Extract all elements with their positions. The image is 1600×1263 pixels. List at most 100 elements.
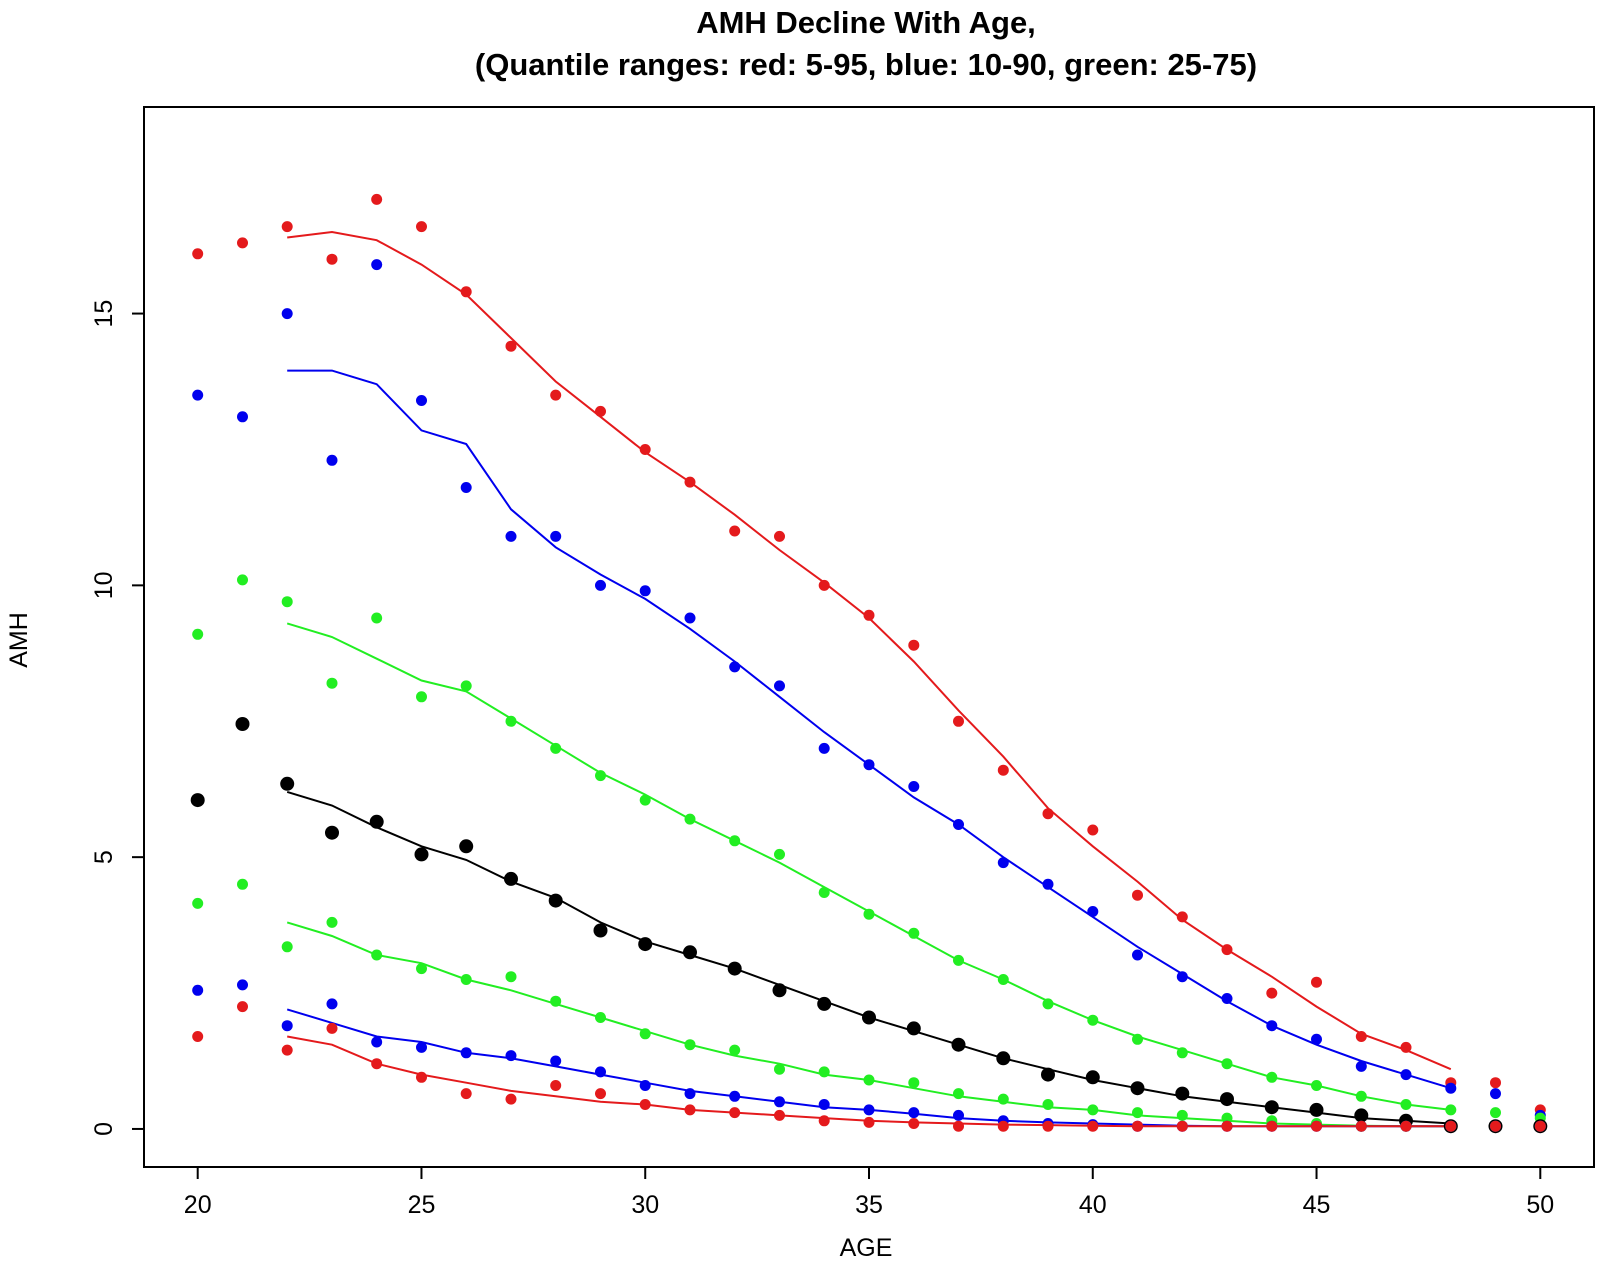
data-point-series-4 bbox=[953, 1088, 964, 1100]
data-point-series-6 bbox=[237, 1001, 248, 1013]
data-point-series-1 bbox=[192, 389, 204, 401]
data-point-series-3 bbox=[325, 825, 339, 840]
data-point-series-2 bbox=[1042, 998, 1054, 1010]
data-point-series-0 bbox=[237, 237, 248, 249]
data-point-series-1 bbox=[281, 308, 293, 320]
y-axis-label: AMH bbox=[5, 612, 33, 668]
data-point-series-5 bbox=[774, 1096, 785, 1108]
data-point-series-3 bbox=[235, 717, 250, 731]
data-point-series-5 bbox=[192, 984, 204, 996]
data-point-series-1 bbox=[729, 661, 741, 673]
data-point-series-1 bbox=[1355, 1060, 1367, 1072]
data-point-series-6 bbox=[281, 1044, 293, 1056]
data-point-series-1 bbox=[237, 411, 248, 423]
y-tick-label: 5 bbox=[90, 850, 118, 864]
data-point-series-5 bbox=[416, 1041, 427, 1053]
data-point-series-4 bbox=[550, 995, 562, 1007]
data-point-series-2 bbox=[1266, 1071, 1278, 1083]
data-point-series-6 bbox=[684, 1104, 696, 1116]
data-point-series-0 bbox=[326, 253, 338, 265]
y-tick-label: 10 bbox=[90, 571, 118, 599]
data-point-series-2 bbox=[1087, 1014, 1099, 1026]
data-point-series-5 bbox=[371, 1036, 383, 1048]
data-point-series-6 bbox=[1087, 1120, 1099, 1132]
data-point-series-4 bbox=[908, 1077, 920, 1089]
data-point-series-3 bbox=[1309, 1102, 1324, 1117]
data-point-series-4 bbox=[416, 963, 427, 975]
x-tick-label: 35 bbox=[855, 1191, 883, 1219]
x-tick-label: 40 bbox=[1079, 1191, 1107, 1219]
data-point-series-6 bbox=[1445, 1120, 1457, 1132]
data-point-series-6 bbox=[729, 1107, 741, 1119]
data-point-series-5 bbox=[550, 1055, 562, 1067]
data-point-series-2 bbox=[281, 596, 293, 608]
data-point-series-6 bbox=[639, 1099, 651, 1110]
data-point-series-5 bbox=[863, 1104, 875, 1116]
data-point-series-3 bbox=[1220, 1092, 1234, 1107]
data-point-series-2 bbox=[1400, 1099, 1412, 1110]
data-point-series-2 bbox=[639, 794, 651, 806]
data-point-series-5 bbox=[281, 1020, 293, 1032]
data-point-series-3 bbox=[280, 776, 295, 791]
data-point-series-0 bbox=[595, 405, 606, 417]
data-point-series-4 bbox=[1132, 1107, 1143, 1119]
data-point-series-6 bbox=[1221, 1120, 1233, 1132]
data-point-series-2 bbox=[684, 813, 696, 825]
data-point-series-3 bbox=[414, 847, 429, 862]
x-tick-label: 20 bbox=[184, 1191, 212, 1219]
y-tick-label: 15 bbox=[90, 300, 118, 328]
data-point-series-1 bbox=[326, 454, 338, 466]
data-point-series-4 bbox=[729, 1044, 741, 1056]
data-point-series-4 bbox=[1176, 1109, 1188, 1121]
data-point-series-0 bbox=[1311, 976, 1322, 988]
data-point-series-6 bbox=[595, 1088, 606, 1100]
data-point-series-6 bbox=[1176, 1120, 1188, 1132]
data-point-series-0 bbox=[997, 764, 1009, 776]
data-point-series-1 bbox=[1132, 949, 1143, 961]
data-point-series-6 bbox=[818, 1115, 830, 1127]
data-point-series-6 bbox=[1266, 1120, 1278, 1132]
data-point-series-6 bbox=[550, 1080, 562, 1091]
data-point-series-3 bbox=[683, 945, 697, 960]
data-point-series-5 bbox=[908, 1107, 920, 1119]
data-point-series-5 bbox=[326, 998, 338, 1010]
data-point-series-4 bbox=[326, 916, 338, 928]
data-point-series-6 bbox=[192, 1031, 204, 1042]
data-point-series-6 bbox=[1355, 1120, 1367, 1132]
data-point-series-3 bbox=[369, 814, 384, 829]
data-point-series-3 bbox=[951, 1037, 966, 1052]
data-point-series-2 bbox=[863, 908, 875, 920]
data-point-series-3 bbox=[459, 839, 474, 854]
data-point-series-3 bbox=[1130, 1081, 1145, 1096]
data-point-series-5 bbox=[684, 1088, 696, 1100]
data-point-series-4 bbox=[505, 971, 517, 983]
data-point-series-0 bbox=[1087, 824, 1099, 836]
data-point-series-2 bbox=[505, 715, 517, 727]
data-point-series-4 bbox=[1087, 1104, 1099, 1116]
data-point-series-3 bbox=[638, 937, 653, 952]
data-point-series-2 bbox=[1311, 1080, 1322, 1091]
data-point-series-3 bbox=[727, 961, 742, 976]
data-point-series-3 bbox=[1354, 1108, 1369, 1123]
data-point-series-5 bbox=[639, 1080, 651, 1091]
data-point-series-2 bbox=[1176, 1047, 1188, 1059]
data-point-series-3 bbox=[1041, 1067, 1055, 1082]
data-point-series-6 bbox=[1311, 1120, 1322, 1132]
x-tick-label: 25 bbox=[408, 1191, 436, 1219]
data-point-series-4 bbox=[997, 1093, 1009, 1105]
data-point-series-0 bbox=[908, 639, 920, 651]
data-point-series-1 bbox=[1400, 1069, 1412, 1081]
data-point-series-1 bbox=[863, 759, 875, 771]
data-point-series-2 bbox=[729, 835, 741, 847]
data-point-series-0 bbox=[192, 248, 204, 260]
data-point-series-5 bbox=[237, 979, 248, 991]
data-point-series-1 bbox=[818, 742, 830, 754]
data-point-series-0 bbox=[684, 476, 696, 488]
data-point-series-6 bbox=[416, 1071, 427, 1083]
data-point-series-1 bbox=[1490, 1088, 1501, 1100]
data-point-series-1 bbox=[595, 579, 606, 591]
data-point-series-0 bbox=[1132, 889, 1143, 901]
data-point-series-1 bbox=[416, 395, 427, 406]
data-point-series-0 bbox=[639, 444, 651, 455]
